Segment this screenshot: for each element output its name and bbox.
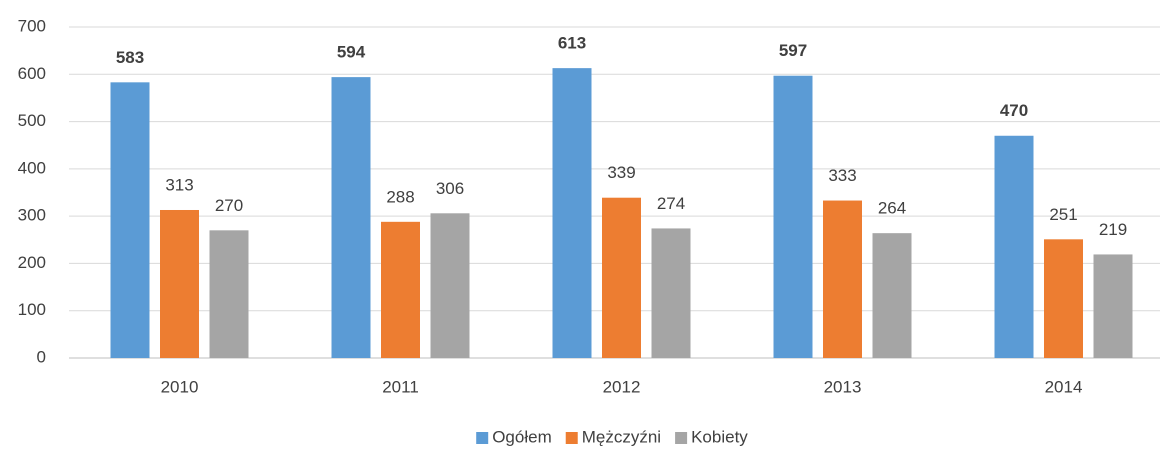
y-tick-label: 400 bbox=[18, 158, 46, 177]
legend-swatch bbox=[476, 432, 489, 444]
bar bbox=[209, 230, 249, 358]
data-label: 339 bbox=[607, 163, 635, 182]
legend-swatch bbox=[675, 432, 688, 444]
data-label: 288 bbox=[386, 187, 414, 206]
legend-label: Ogółem bbox=[492, 427, 552, 446]
x-tick-label: 2013 bbox=[824, 377, 862, 396]
bar bbox=[381, 221, 420, 358]
legend-label: Mężczyźni bbox=[582, 427, 661, 446]
data-label: 583 bbox=[116, 48, 144, 67]
bar bbox=[651, 228, 691, 358]
bar bbox=[1093, 254, 1133, 358]
data-label: 251 bbox=[1049, 205, 1077, 224]
y-tick-label: 500 bbox=[18, 111, 46, 130]
data-label: 333 bbox=[828, 166, 856, 185]
bar bbox=[994, 135, 1034, 358]
y-tick-label: 600 bbox=[18, 64, 46, 83]
y-tick-label: 700 bbox=[18, 16, 46, 35]
legend-swatch bbox=[565, 432, 578, 444]
bar bbox=[872, 233, 912, 358]
data-label: 264 bbox=[878, 199, 906, 218]
data-label: 597 bbox=[779, 41, 807, 60]
bar bbox=[602, 197, 641, 358]
bar bbox=[1044, 239, 1083, 358]
x-tick-label: 2010 bbox=[161, 377, 199, 396]
data-label: 306 bbox=[436, 179, 464, 198]
data-label: 470 bbox=[1000, 101, 1028, 120]
bar bbox=[773, 75, 813, 358]
y-tick-label: 300 bbox=[18, 206, 46, 225]
bar bbox=[110, 82, 150, 359]
data-label: 313 bbox=[165, 175, 193, 194]
data-label: 594 bbox=[337, 43, 366, 62]
bar bbox=[160, 209, 199, 358]
x-tick-label: 2014 bbox=[1045, 377, 1083, 396]
y-tick-label: 100 bbox=[18, 300, 46, 319]
x-tick-label: 2012 bbox=[603, 377, 641, 396]
x-tick-label: 2011 bbox=[382, 377, 419, 396]
data-label: 274 bbox=[657, 194, 685, 213]
bar bbox=[430, 213, 470, 358]
legend-label: Kobiety bbox=[691, 427, 748, 446]
data-label: 613 bbox=[558, 34, 586, 53]
bar bbox=[552, 68, 592, 358]
legend: Ogółem Mężczyźni Kobiety bbox=[476, 427, 748, 446]
bar bbox=[331, 77, 371, 358]
bar bbox=[823, 200, 862, 358]
data-label: 219 bbox=[1099, 220, 1127, 239]
y-tick-label: 200 bbox=[18, 253, 46, 272]
data-label: 270 bbox=[215, 196, 243, 215]
y-tick-label: 0 bbox=[37, 347, 46, 366]
